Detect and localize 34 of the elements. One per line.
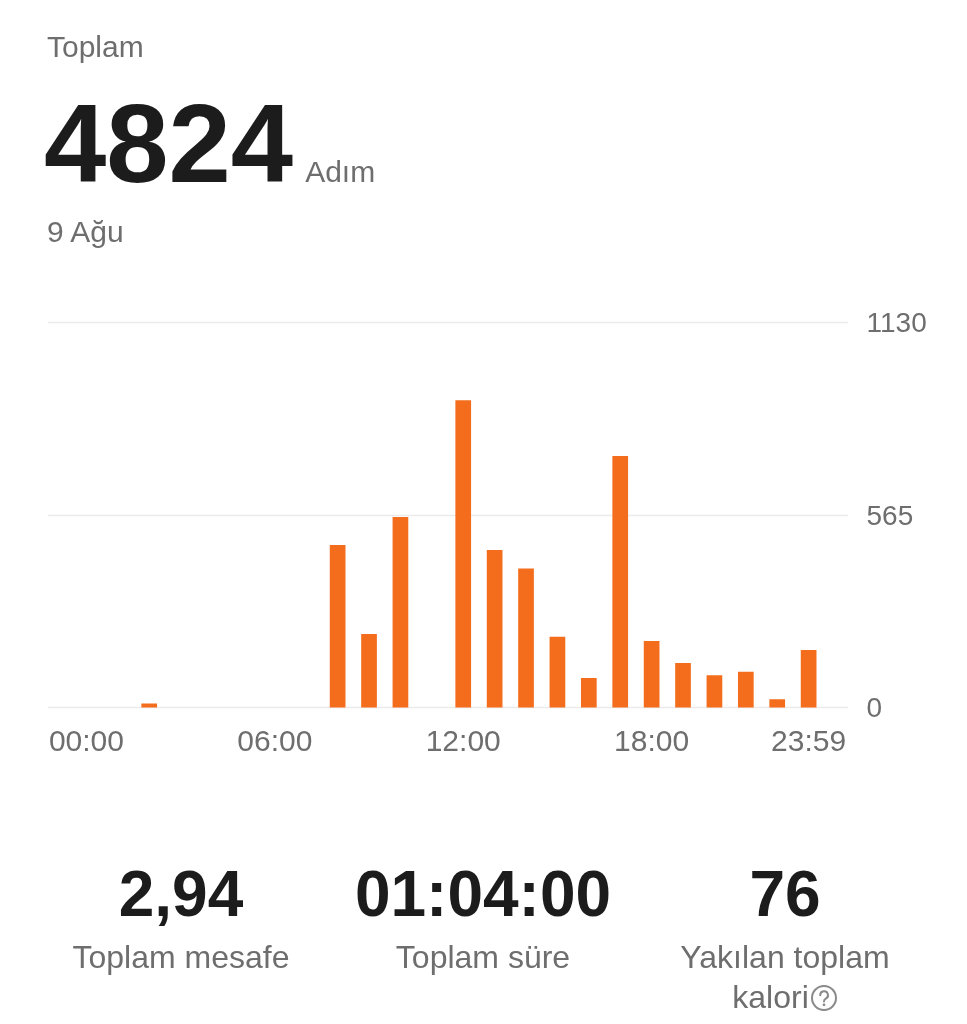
x-tick-label: 18:00 <box>614 723 690 757</box>
text: Adım <box>305 155 376 188</box>
y-tick-label: 0 <box>866 692 883 724</box>
bar <box>769 699 786 708</box>
text: Toplam süre <box>394 938 572 977</box>
bar <box>486 550 503 708</box>
bar <box>706 675 723 708</box>
bar <box>737 671 754 708</box>
text: 2,94 <box>117 858 245 930</box>
bar <box>141 703 158 708</box>
bar <box>361 633 377 708</box>
text: 01:04:00 <box>353 858 613 930</box>
text: 76 <box>748 858 822 930</box>
bar <box>518 568 534 708</box>
y-tick-label: 565 <box>866 499 914 531</box>
bar <box>675 662 691 708</box>
x-tick-label: 12:00 <box>425 723 501 757</box>
chart-title: Toplam <box>47 30 144 63</box>
text: Yakılan toplam kalori <box>679 938 891 1017</box>
bar <box>643 641 660 708</box>
y-tick-label: 1130 <box>866 306 927 338</box>
bar <box>392 517 409 708</box>
bar <box>329 544 346 708</box>
bar <box>612 456 629 708</box>
bar <box>549 636 566 708</box>
x-tick-label: 06:00 <box>237 723 313 757</box>
x-tick-label: 23:59 <box>771 723 847 757</box>
bar <box>800 649 817 708</box>
text: Toplam mesafe <box>71 938 291 977</box>
bar <box>580 677 597 708</box>
text: 9 Ağu <box>47 215 124 248</box>
text: 4824 <box>44 81 294 206</box>
bar <box>455 400 472 708</box>
x-tick-label: 00:00 <box>48 723 124 757</box>
